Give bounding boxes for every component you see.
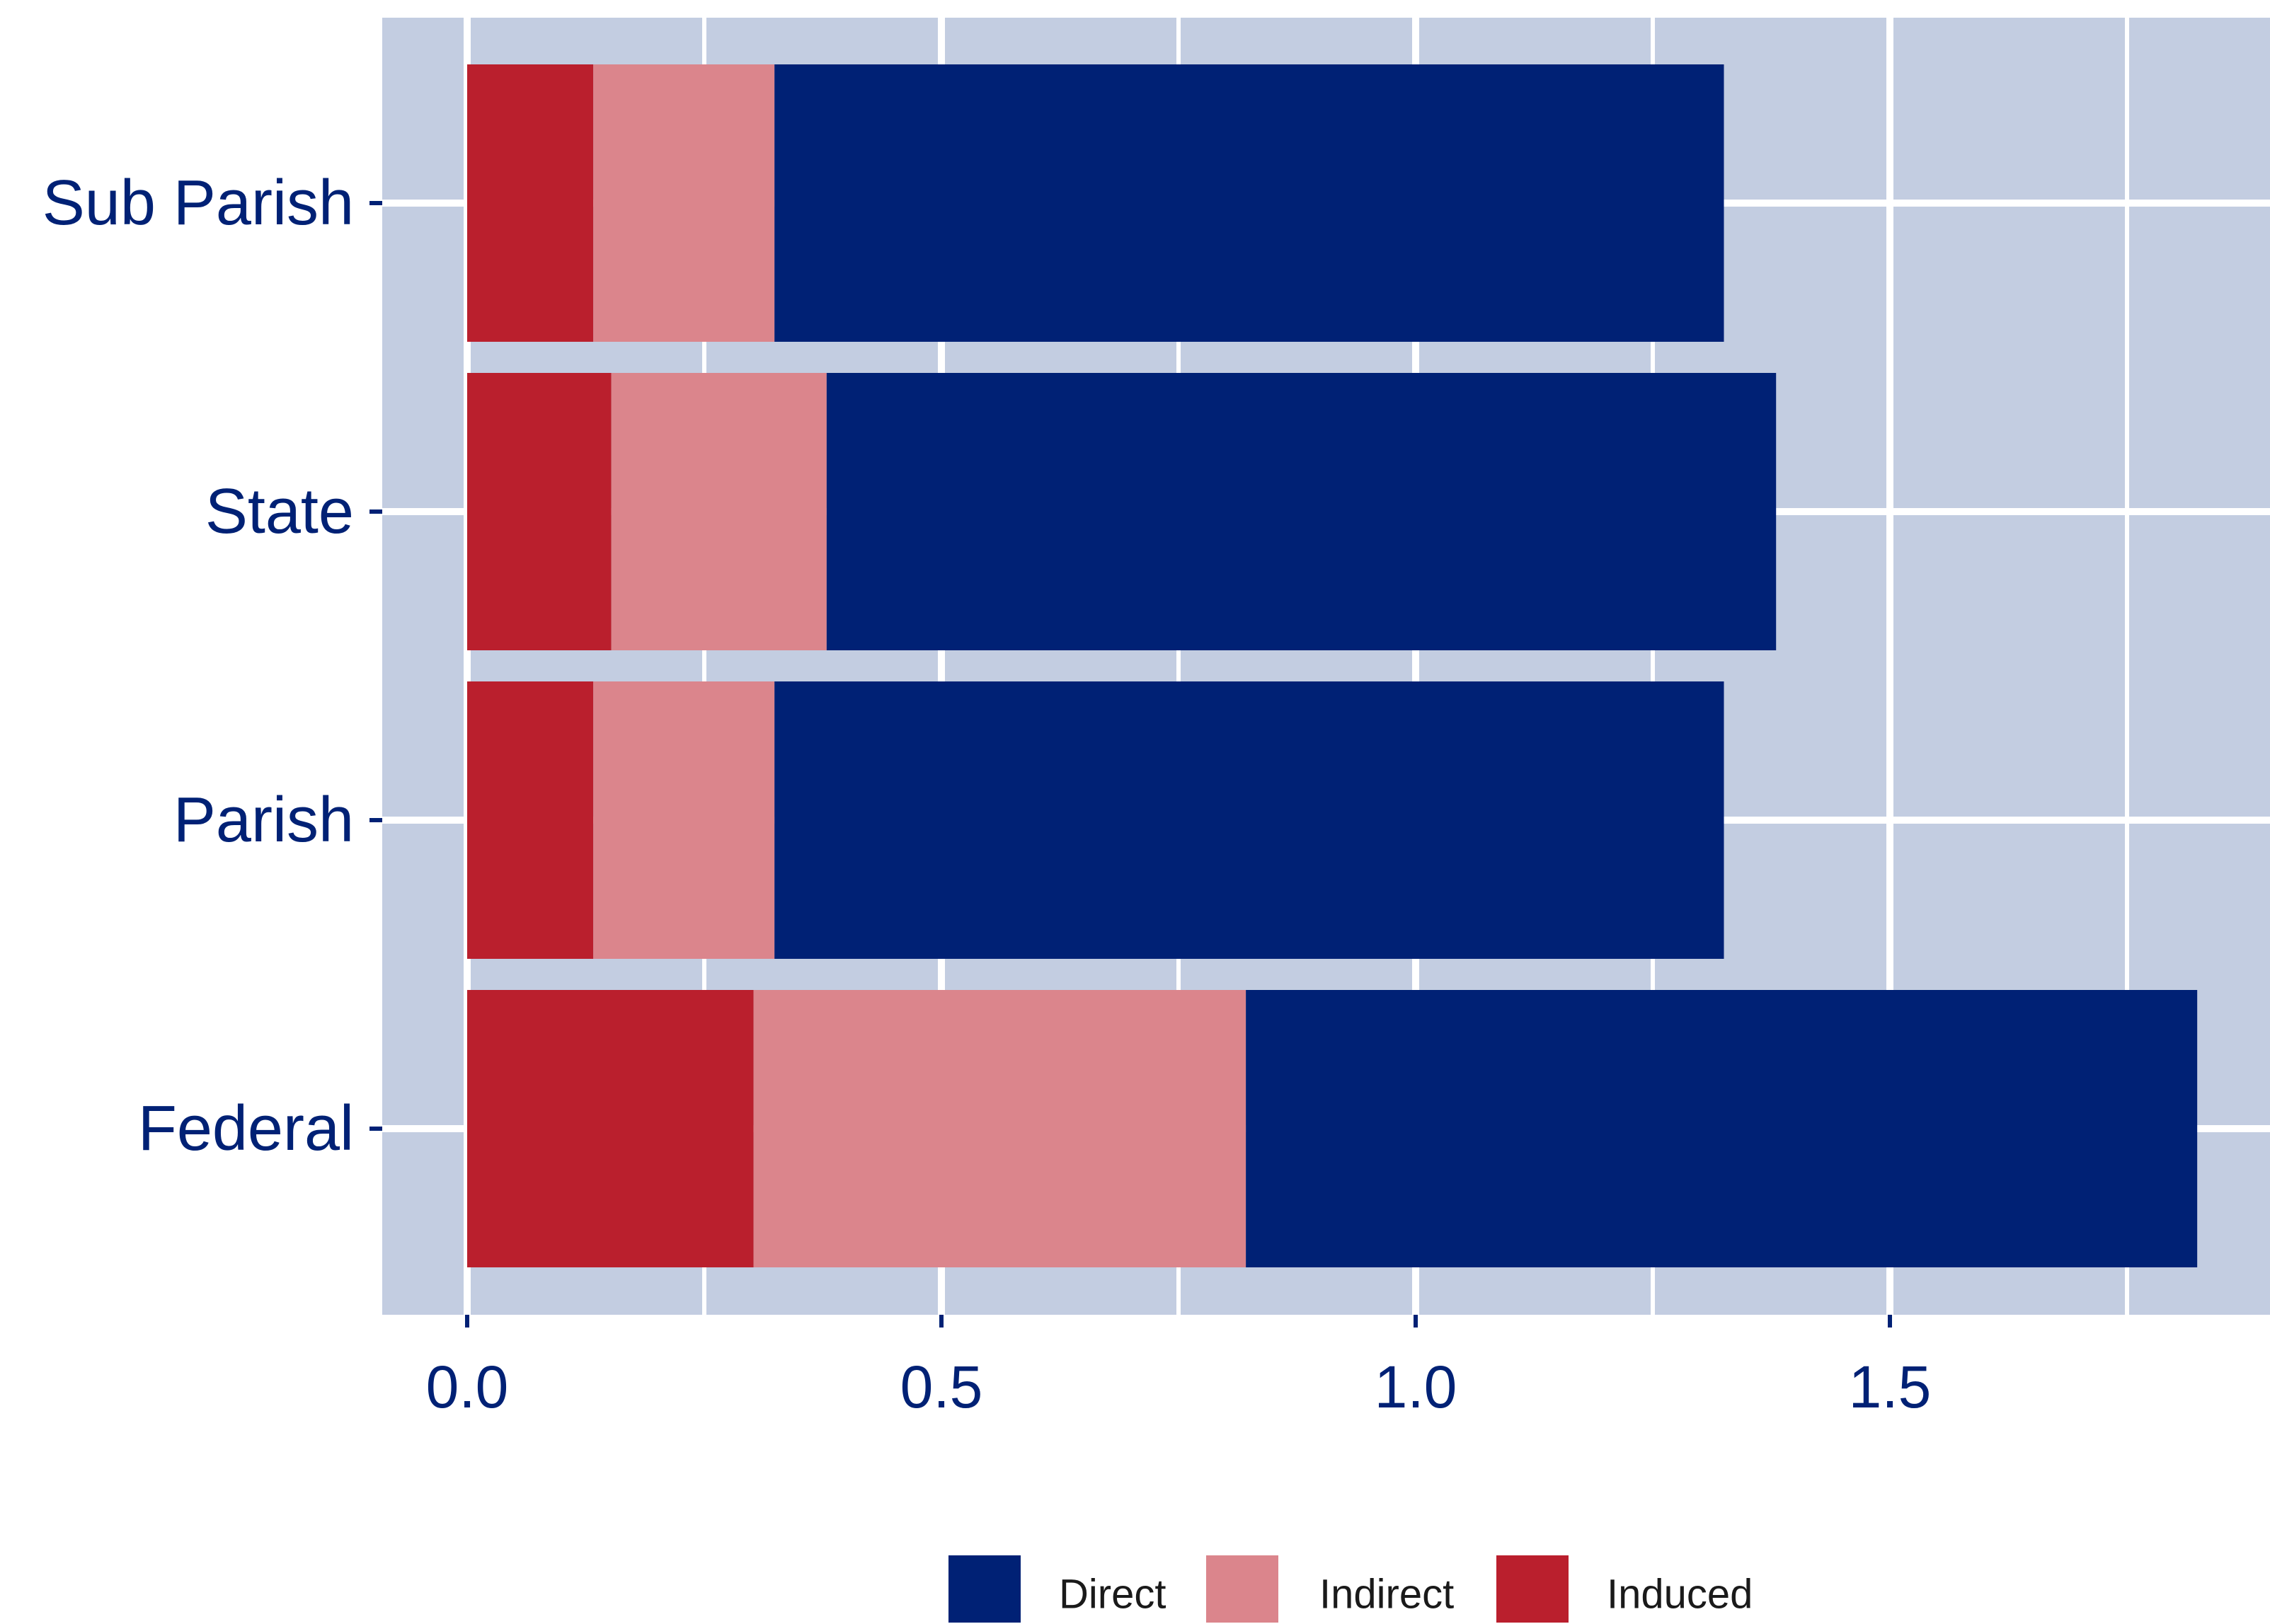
y-axis: Sub Parish State Parish Federal [42, 168, 382, 1164]
x-tick-label: 0.5 [900, 1354, 983, 1420]
legend-swatch-induced [1494, 1553, 1571, 1624]
y-tick-label: Parish [173, 785, 354, 856]
bar-indirect-state [611, 373, 827, 650]
legend-swatch-indirect [1203, 1553, 1281, 1624]
legend-label-indirect: Indirect [1319, 1572, 1454, 1618]
legend: Direct Indirect Induced [946, 1553, 1753, 1624]
x-tick-label: 1.0 [1375, 1354, 1457, 1420]
bar-direct-state [826, 373, 1777, 650]
bar-induced-state [467, 373, 612, 650]
bar-indirect-federal [753, 990, 1246, 1267]
x-tick-label: 1.5 [1849, 1354, 1932, 1420]
bar-direct-federal [1246, 990, 2198, 1267]
legend-swatch-direct [946, 1553, 1024, 1624]
x-tick-label: 0.0 [426, 1354, 509, 1420]
y-tick-label: Sub Parish [42, 168, 354, 238]
bar-direct-parish [774, 681, 1724, 959]
x-axis: 0.0 0.5 1.0 1.5 [426, 1315, 1932, 1420]
bar-direct-sub-parish [774, 64, 1724, 342]
bar-induced-federal [467, 990, 754, 1267]
bar-indirect-sub-parish [593, 64, 775, 342]
legend-label-induced: Induced [1607, 1572, 1753, 1618]
y-tick-label: State [205, 476, 354, 547]
bar-indirect-parish [593, 681, 775, 959]
bars [467, 64, 2198, 1267]
y-tick-label: Federal [138, 1093, 354, 1164]
legend-label-direct: Direct [1059, 1572, 1166, 1618]
bar-induced-sub-parish [467, 64, 594, 342]
bar-induced-parish [467, 681, 594, 959]
